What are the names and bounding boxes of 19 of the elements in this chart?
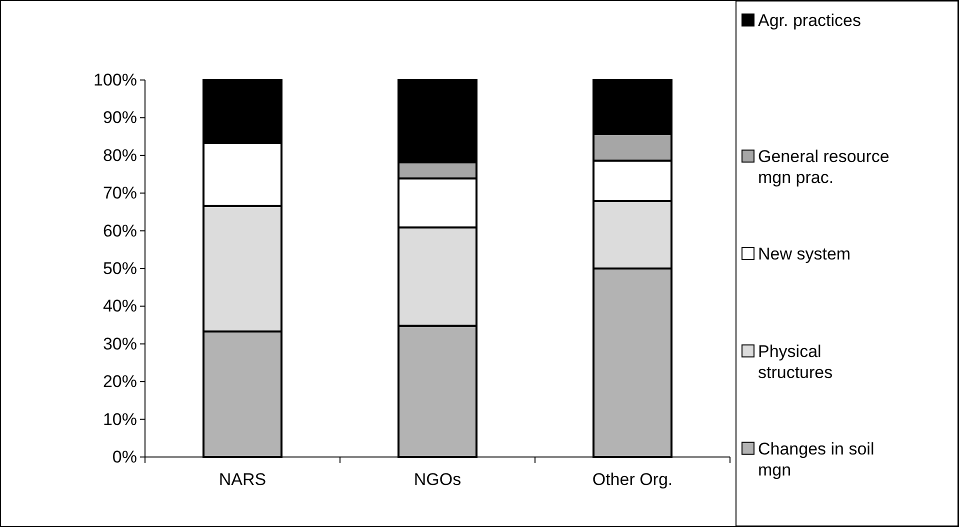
legend-label: Agr. practices <box>758 10 861 30</box>
y-tick-label: 90% <box>102 108 137 128</box>
y-tick-label: 20% <box>102 372 137 392</box>
y-tick-label: 50% <box>102 259 137 278</box>
y-tick-label: 70% <box>102 184 137 203</box>
legend-label: New system <box>758 244 851 263</box>
x-tick-label: NGOs <box>414 470 462 489</box>
x-tick-label: Other Org. <box>592 470 673 489</box>
y-tick-label: 40% <box>102 296 137 316</box>
legend-label: Physical structures <box>758 341 833 382</box>
legend-label: General resource mgn prac. <box>758 146 890 187</box>
x-tick-label: NARS <box>218 470 266 489</box>
y-tick-label: 60% <box>102 221 137 240</box>
y-tick-label: 30% <box>102 334 137 354</box>
y-tick-label: 10% <box>102 410 137 429</box>
y-tick-label: 80% <box>102 146 137 165</box>
legend-label: Changes in soil mgn <box>758 438 874 479</box>
y-tick-label: 0% <box>112 448 137 466</box>
y-tick-label: 100% <box>94 70 137 90</box>
